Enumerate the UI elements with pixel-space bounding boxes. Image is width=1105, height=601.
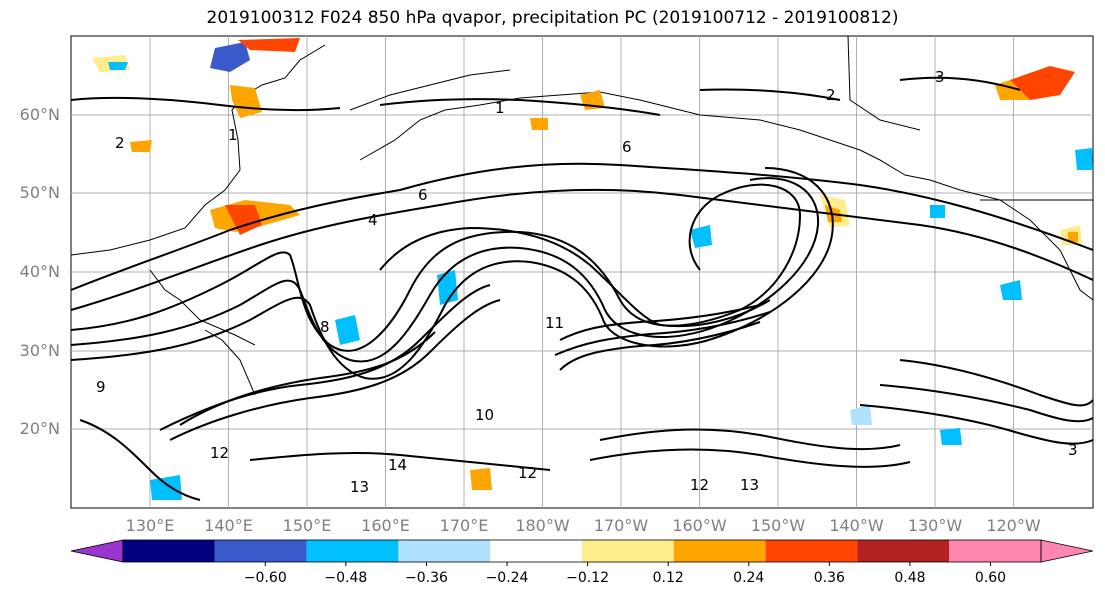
lon-label: 180°W — [515, 516, 570, 535]
lat-label: 20°N — [20, 419, 60, 438]
colorbar: −0.60 −0.48 −0.36 −0.24 −0.12 0.12 0.24 0.36 0.4… — [70, 539, 1094, 586]
contour-label: 13 — [350, 478, 369, 496]
lon-label: 160°W — [672, 516, 727, 535]
colorbar-segment — [673, 540, 766, 562]
colorbar-segment — [398, 540, 491, 562]
contour-label: 13 — [740, 476, 759, 494]
lon-label: 150°E — [283, 516, 332, 535]
contour-label: 6 — [622, 138, 632, 156]
contour-labels: 1 2 2 3 4 6 6 8 9 10 11 12 12 13 13 14 1… — [96, 68, 1078, 496]
colorbar-segment — [214, 540, 307, 562]
colorbar-segment — [949, 540, 1041, 562]
contour-label: 9 — [96, 378, 106, 396]
lon-label: 120°W — [986, 516, 1041, 535]
colorbar-extend-high — [1040, 539, 1094, 563]
colorbar-outline — [122, 539, 1042, 563]
lat-label: 60°N — [20, 105, 60, 124]
colorbar-tick-label: −0.60 — [244, 570, 287, 586]
lat-label: 40°N — [20, 262, 60, 281]
contour-label: 1 — [228, 126, 238, 144]
lat-label: 50°N — [20, 183, 60, 202]
colorbar-tick-label: −0.24 — [486, 570, 529, 586]
colorbar-tick-label: −0.12 — [566, 570, 609, 586]
lon-label: 170°W — [594, 516, 649, 535]
colorbar-segment — [306, 540, 399, 562]
contour-label: 12 — [518, 464, 537, 482]
colorbar-tick-label: 0.60 — [975, 570, 1006, 586]
lon-label: 130°E — [126, 516, 175, 535]
lon-label: 160°E — [361, 516, 410, 535]
colorbar-segment — [490, 540, 582, 562]
map-title: 2019100312 F024 850 hPa qvapor, precipit… — [206, 8, 899, 28]
colorbar-tick-label: −0.48 — [324, 570, 367, 586]
longitude-labels: 130°E 140°E 150°E 160°E 170°E 180°W 170°W 160°W… — [126, 516, 1041, 535]
contour-label: 1 — [495, 99, 505, 117]
contour-label: 4 — [368, 211, 378, 229]
lat-label: 30°N — [20, 341, 60, 360]
colorbar-tick-label: −0.36 — [405, 570, 448, 586]
contour-label: 12 — [210, 444, 229, 462]
colorbar-tick-label: 0.36 — [814, 570, 845, 586]
lon-label: 140°W — [829, 516, 884, 535]
contour-label: 3 — [935, 68, 945, 86]
lon-label: 150°W — [751, 516, 806, 535]
colorbar-tick-label: 0.48 — [894, 570, 925, 586]
lon-label: 140°E — [204, 516, 253, 535]
contour-label: 3 — [1068, 441, 1078, 459]
contour-label: 12 — [690, 476, 709, 494]
lon-label: 130°W — [908, 516, 963, 535]
colorbar-tick-label: 0.24 — [733, 570, 764, 586]
contour-label: 10 — [475, 406, 494, 424]
lon-label: 170°E — [440, 516, 489, 535]
colorbar-segment — [765, 540, 858, 562]
qvapor-contours — [70, 76, 1094, 501]
colorbar-extend-low — [70, 539, 124, 563]
contour-label: 6 — [418, 186, 428, 204]
coastlines — [70, 35, 1094, 396]
colorbar-segment — [582, 540, 674, 562]
contour-label: 2 — [115, 134, 125, 152]
contour-label: 11 — [545, 314, 564, 332]
colorbar-segment — [123, 540, 215, 562]
contour-label: 14 — [388, 456, 407, 474]
colorbar-segment — [857, 540, 950, 562]
colorbar-tick-label: 0.12 — [653, 570, 684, 586]
latitude-labels: 60°N 50°N 40°N 30°N 20°N — [20, 105, 60, 438]
contour-label: 2 — [826, 86, 836, 104]
contour-label: 8 — [320, 318, 330, 336]
